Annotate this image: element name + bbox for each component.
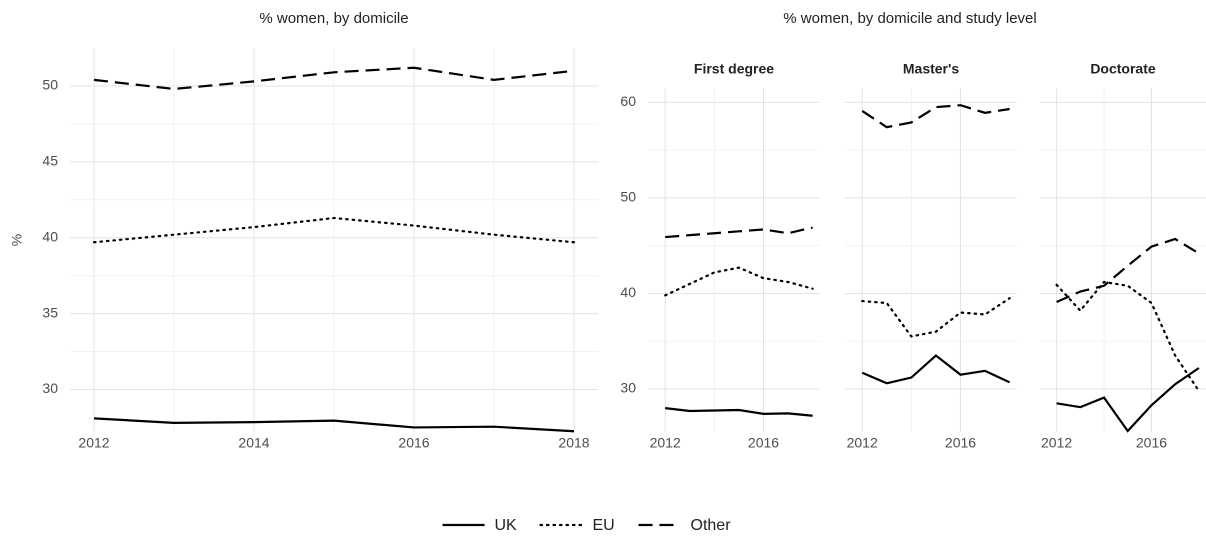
legend-label: UK: [495, 517, 518, 534]
data-line: [93, 66, 575, 91]
x-tick-label: 2016: [945, 435, 976, 451]
data-line: [1056, 237, 1200, 304]
group-title: % women, by domicile and study level: [783, 10, 1036, 27]
y-tick-label: 40: [620, 284, 636, 300]
y-tick-label: 60: [620, 93, 636, 109]
legend-label: EU: [593, 517, 615, 534]
y-tick-label: 50: [42, 77, 58, 93]
data-line: [93, 417, 575, 433]
x-tick-label: 2012: [78, 435, 109, 451]
data-line: [861, 297, 1011, 338]
data-line: [664, 266, 814, 297]
y-tick-label: 30: [42, 380, 58, 396]
panel-title: Doctorate: [1090, 61, 1156, 77]
data-line: [861, 354, 1011, 385]
y-tick-label: 35: [42, 304, 58, 320]
y-axis-label: %: [9, 234, 25, 246]
y-tick-label: 45: [42, 153, 58, 169]
x-tick-label: 2018: [558, 435, 589, 451]
data-line: [861, 104, 1010, 129]
data-line: [665, 226, 813, 239]
x-tick-label: 2016: [398, 435, 429, 451]
data-line: [1055, 280, 1200, 393]
legend-label: Other: [691, 517, 732, 534]
data-line: [1056, 367, 1200, 433]
panel-title: Master's: [903, 61, 959, 77]
y-tick-label: 40: [42, 228, 58, 244]
panel-title: First degree: [694, 61, 774, 77]
panel-title: % women, by domicile: [259, 10, 408, 27]
x-tick-label: 2016: [1136, 435, 1167, 451]
y-tick-label: 50: [620, 189, 636, 205]
x-tick-label: 2012: [1041, 435, 1072, 451]
y-tick-label: 30: [620, 380, 636, 396]
x-tick-label: 2012: [847, 435, 878, 451]
data-line: [665, 407, 813, 417]
x-tick-label: 2014: [238, 435, 269, 451]
x-tick-label: 2012: [650, 435, 681, 451]
x-tick-label: 2016: [748, 435, 779, 451]
data-line: [92, 216, 576, 244]
